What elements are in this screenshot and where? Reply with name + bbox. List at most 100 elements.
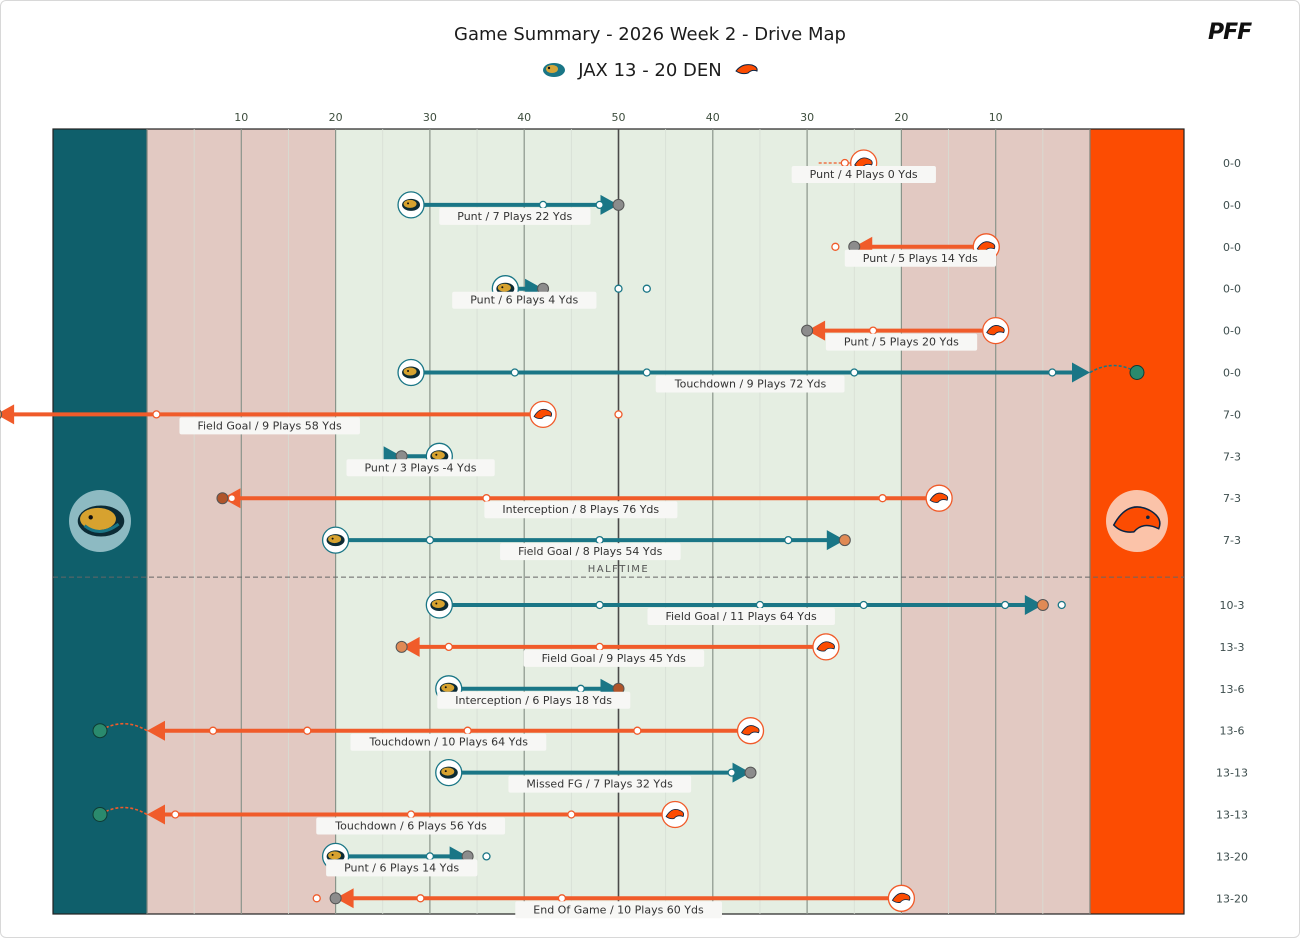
drive-score: 0-0 <box>1223 199 1241 212</box>
drive-label: Touchdown / 9 Plays 72 Yds <box>674 378 827 391</box>
drive-arrowhead <box>147 720 165 741</box>
play-marker <box>576 684 585 693</box>
drive-end-marker <box>0 409 3 419</box>
play-marker <box>642 284 651 293</box>
play-marker <box>312 894 321 903</box>
jaguars-badge-icon <box>321 526 350 554</box>
drive-row: Field Goal / 8 Plays 54 Yds 7-3 <box>321 526 1241 561</box>
drive-row: Touchdown / 9 Plays 72 Yds 0-0 <box>397 358 1241 393</box>
drive-row: Field Goal / 11 Plays 64 Yds 10-3 <box>425 591 1244 625</box>
drive-label-box <box>825 333 978 351</box>
play-marker <box>850 368 859 377</box>
jaguars-mini-logo-icon <box>542 63 565 77</box>
drive-label: Field Goal / 8 Plays 54 Yds <box>518 545 662 558</box>
drive-label: Punt / 4 Plays 0 Yds <box>810 168 918 181</box>
drive-label-box <box>439 207 591 225</box>
drive-end-marker <box>329 892 342 905</box>
play-marker <box>784 535 793 545</box>
drive-score: 7-3 <box>1223 450 1241 463</box>
drive-label: Field Goal / 11 Plays 64 Yds <box>665 610 816 623</box>
play-marker <box>868 326 878 335</box>
drive-label-box <box>844 249 997 267</box>
play-marker <box>633 726 642 735</box>
play-marker <box>482 852 491 861</box>
play-marker <box>406 810 416 819</box>
play-marker <box>227 494 237 503</box>
play-marker <box>482 494 491 503</box>
drive-end-marker <box>744 766 757 779</box>
drive-row: Interception / 8 Plays 76 Yds 7-3 <box>216 484 1241 519</box>
broncos-badge-icon <box>982 316 1010 345</box>
drive-label-box <box>500 543 681 561</box>
drive-arrowhead <box>335 888 354 909</box>
broncos-badge-icon <box>661 800 689 829</box>
drive-score: 0-0 <box>1223 283 1241 296</box>
drive-label: Touchdown / 10 Plays 64 Yds <box>368 736 528 749</box>
drive-row: Punt / 3 Plays -4 Yds 7-3 <box>346 442 1241 477</box>
drive-row: Touchdown / 10 Plays 64 Yds 13-6 <box>92 717 1245 751</box>
drive-row: Punt / 7 Plays 22 Yds 0-0 <box>397 191 1241 225</box>
play-marker <box>444 642 453 652</box>
drive-arrowhead <box>600 194 619 215</box>
yard-tick-label: 20 <box>894 111 908 124</box>
drive-label-box <box>508 775 692 793</box>
drive-score: 7-3 <box>1223 534 1241 547</box>
broncos-badge-icon <box>736 717 765 745</box>
broncos-endzone-logo-icon <box>1106 490 1168 552</box>
drive-score: 7-3 <box>1223 492 1241 505</box>
drive-score: 13-13 <box>1216 809 1248 822</box>
yard-tick-label: 50 <box>612 111 626 124</box>
jaguars-endzone-logo-icon <box>69 490 131 552</box>
play-marker <box>595 200 604 210</box>
play-marker <box>614 284 623 293</box>
drive-score: 13-6 <box>1220 725 1245 738</box>
yard-tick-label: 40 <box>517 111 531 124</box>
play-marker <box>567 810 576 819</box>
drive-label: Punt / 5 Plays 20 Yds <box>844 336 959 349</box>
drive-arrowhead <box>1072 362 1090 383</box>
play-marker <box>1057 600 1066 610</box>
pff-logo: PFF <box>1208 20 1252 45</box>
drive-label: Field Goal / 9 Plays 58 Yds <box>197 419 341 432</box>
score-line-text: JAX 13 - 20 DEN <box>578 59 722 81</box>
drive-row: Punt / 5 Plays 14 Yds 0-0 <box>831 233 1241 267</box>
yard-tick-label: 10 <box>989 111 1003 124</box>
drive-label: Punt / 6 Plays 4 Yds <box>470 294 578 307</box>
drive-row: Touchdown / 6 Plays 56 Yds 13-13 <box>92 800 1248 835</box>
drive-label-box <box>515 901 722 919</box>
drive-end-marker <box>92 723 108 739</box>
drive-arrowhead <box>147 804 165 825</box>
play-marker <box>463 726 472 735</box>
play-marker <box>595 600 604 610</box>
drive-end-marker <box>801 324 814 337</box>
play-marker <box>416 894 425 903</box>
play-marker <box>840 158 849 168</box>
drive-label: Punt / 6 Plays 14 Yds <box>344 861 459 874</box>
broncos-badge-icon <box>529 400 557 429</box>
play-marker <box>1000 600 1010 610</box>
drive-label: Punt / 3 Plays -4 Yds <box>364 461 476 474</box>
drive-row: Interception / 6 Plays 18 Yds 13-6 <box>435 675 1245 709</box>
drive-label: Punt / 7 Plays 22 Yds <box>457 210 572 223</box>
drive-arrowhead <box>401 636 420 657</box>
broncos-badge-icon <box>925 484 953 512</box>
drive-label-box <box>791 166 936 183</box>
drive-row: Punt / 5 Plays 20 Yds 0-0 <box>801 316 1241 351</box>
drive-score: 13-13 <box>1216 767 1248 780</box>
drive-end-marker <box>1129 365 1145 380</box>
drive-label-box <box>452 291 597 309</box>
drive-arrowhead <box>0 404 15 425</box>
drive-row: Punt / 6 Plays 14 Yds 13-20 <box>321 842 1248 877</box>
play-marker <box>208 726 218 735</box>
jaguars-badge-icon <box>397 358 425 387</box>
drive-end-marker <box>216 492 229 505</box>
drive-score: 13-6 <box>1220 683 1245 696</box>
drive-score: 0-0 <box>1223 157 1241 170</box>
drive-label-box <box>179 417 360 435</box>
drive-label-box <box>316 817 506 835</box>
play-marker <box>859 600 868 610</box>
play-marker <box>755 600 765 610</box>
drive-label-box <box>326 859 478 877</box>
yard-tick-label: 30 <box>800 111 814 124</box>
